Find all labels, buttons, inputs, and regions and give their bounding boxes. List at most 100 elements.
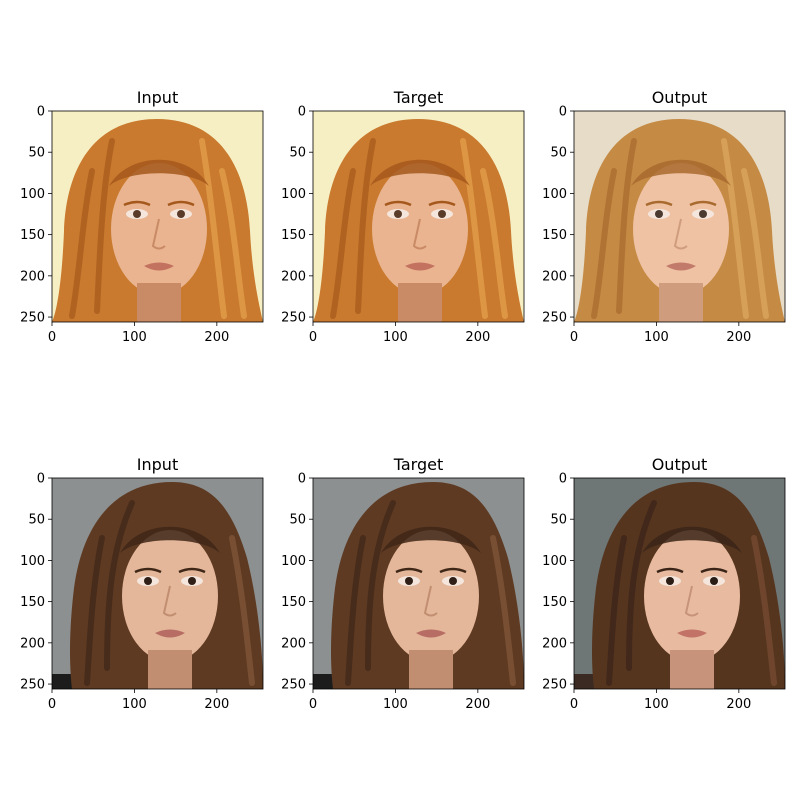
y-tick-label: 250 — [281, 678, 306, 693]
neck — [670, 650, 714, 689]
x-tick-label: 200 — [465, 697, 490, 712]
y-tick-label: 50 — [550, 146, 567, 161]
x-tick-label: 0 — [570, 697, 578, 712]
x-tick-label: 100 — [383, 697, 408, 712]
neck — [398, 283, 442, 322]
y-tick-label: 50 — [289, 513, 306, 528]
face — [122, 530, 218, 662]
y-tick-label: 150 — [542, 595, 567, 610]
face — [633, 163, 729, 295]
lips — [666, 262, 696, 271]
eyebrow — [123, 200, 151, 207]
y-tick-label: 150 — [281, 228, 306, 243]
x-tick-label: 200 — [726, 330, 751, 345]
iris — [177, 210, 185, 218]
y-tick-label: 250 — [281, 311, 306, 326]
y-tick-label: 200 — [281, 269, 306, 284]
panel-title: Output — [652, 88, 708, 107]
panel-title: Target — [393, 88, 444, 107]
y-tick-label: 50 — [289, 146, 306, 161]
eyebrow — [428, 200, 456, 207]
y-tick-label: 0 — [37, 105, 45, 120]
y-tick-label: 200 — [20, 269, 45, 284]
x-tick-label: 100 — [644, 330, 669, 345]
y-tick-label: 250 — [20, 311, 45, 326]
nose — [673, 218, 688, 250]
iris — [449, 577, 457, 585]
y-tick-label: 150 — [20, 595, 45, 610]
hair-strand — [229, 535, 255, 686]
face — [372, 163, 468, 295]
y-tick-label: 250 — [542, 311, 567, 326]
y-tick-label: 150 — [20, 228, 45, 243]
iris — [710, 577, 718, 585]
iris — [405, 577, 413, 585]
y-tick-label: 150 — [542, 228, 567, 243]
eyebrow — [439, 567, 467, 574]
y-tick-label: 200 — [542, 636, 567, 651]
eyebrow — [384, 200, 412, 207]
x-tick-label: 200 — [204, 697, 229, 712]
x-tick-label: 200 — [204, 330, 229, 345]
eyebrow — [178, 567, 206, 574]
hair-strand — [355, 138, 376, 314]
hair-strand — [616, 138, 637, 314]
nose — [423, 585, 438, 617]
y-tick-label: 250 — [542, 678, 567, 693]
eyebrow — [134, 567, 162, 574]
x-tick-label: 0 — [570, 330, 578, 345]
neck — [148, 650, 192, 689]
lips — [405, 262, 435, 271]
hair-strand — [606, 535, 627, 686]
nose — [684, 585, 699, 617]
y-tick-label: 100 — [542, 554, 567, 569]
hair-strand — [626, 500, 657, 671]
x-tick-label: 100 — [383, 330, 408, 345]
hair-strand — [84, 535, 105, 686]
nose — [412, 218, 427, 250]
eyebrow — [700, 567, 728, 574]
hair-strand — [199, 138, 227, 319]
y-tick-label: 100 — [281, 187, 306, 202]
iris — [144, 577, 152, 585]
nose — [162, 585, 177, 617]
hair-fringe — [631, 159, 731, 186]
axes-frame — [573, 110, 786, 323]
face-image-input — [52, 478, 263, 689]
hair-strand — [591, 168, 617, 319]
face — [383, 530, 479, 662]
y-tick-label: 0 — [298, 472, 306, 487]
x-tick-label: 0 — [48, 697, 56, 712]
y-tick-label: 50 — [550, 513, 567, 528]
hair-strand — [460, 138, 488, 319]
neck — [409, 650, 453, 689]
x-tick-label: 200 — [465, 330, 490, 345]
y-tick-label: 100 — [542, 187, 567, 202]
y-tick-label: 50 — [28, 146, 45, 161]
iris — [188, 577, 196, 585]
lips — [677, 629, 707, 638]
hair-strand — [480, 168, 508, 319]
hair-fringe — [120, 526, 220, 553]
y-tick-label: 200 — [20, 636, 45, 651]
x-tick-label: 0 — [48, 330, 56, 345]
hair-strand — [94, 138, 115, 314]
y-tick-label: 0 — [37, 472, 45, 487]
iris — [655, 210, 663, 218]
eyebrow — [167, 200, 195, 207]
iris — [394, 210, 402, 218]
axes-frame — [51, 110, 264, 323]
x-tick-label: 100 — [122, 330, 147, 345]
y-tick-label: 150 — [281, 595, 306, 610]
panel-title: Input — [137, 455, 178, 474]
y-tick-label: 200 — [281, 636, 306, 651]
hair-strand — [365, 500, 396, 671]
face-image-target — [313, 111, 524, 322]
panel-title: Target — [393, 455, 444, 474]
y-tick-label: 0 — [298, 105, 306, 120]
y-tick-label: 100 — [20, 187, 45, 202]
lips — [155, 629, 185, 638]
y-tick-label: 0 — [559, 472, 567, 487]
y-tick-label: 50 — [28, 513, 45, 528]
hair-strand — [721, 138, 749, 319]
